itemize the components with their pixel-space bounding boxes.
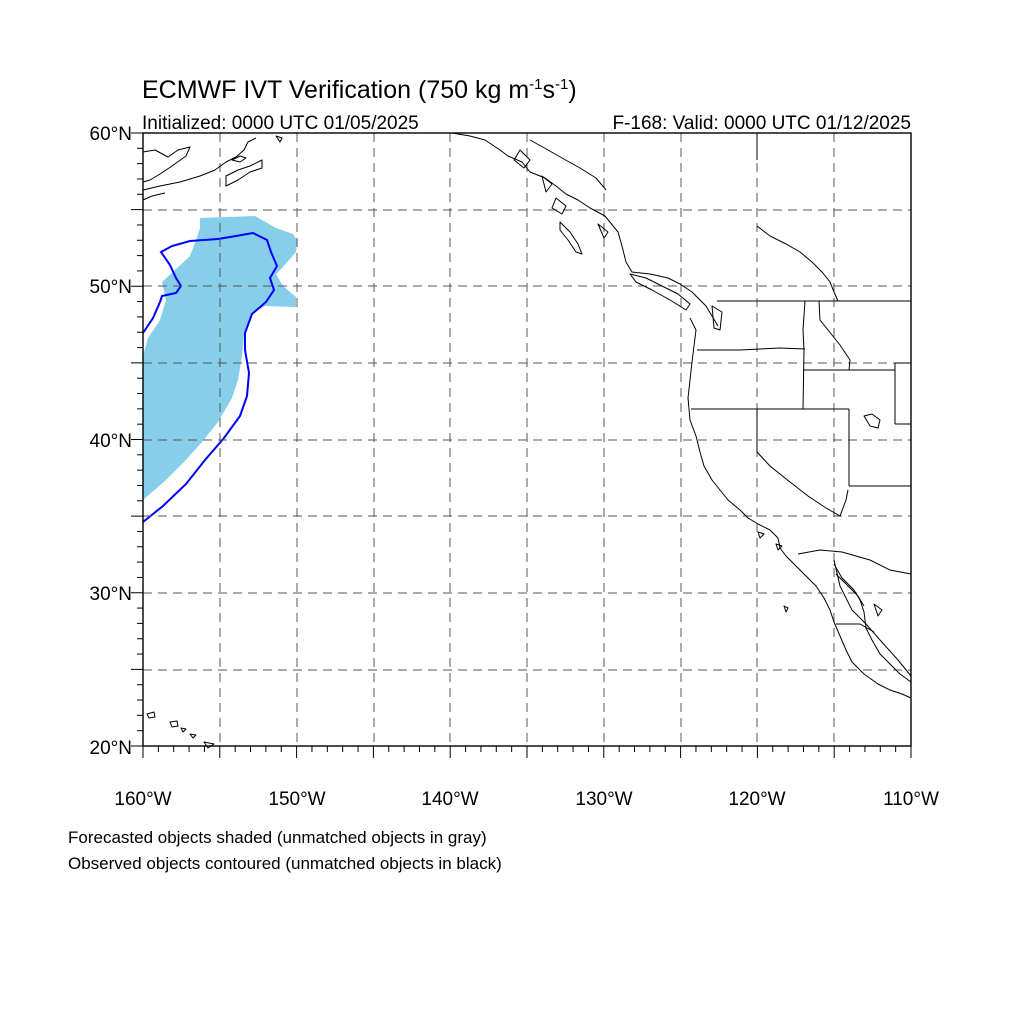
longitude-labels: 160°W 150°W 140°W 130°W 120°W 110°W <box>114 789 939 810</box>
title-suffix: ) <box>568 76 576 104</box>
lat-label-40: 40°N <box>90 431 132 452</box>
chart-title: ECMWF IVT Verification (750 kg m-1s-1) <box>142 76 577 104</box>
title-sup2: -1 <box>555 76 568 93</box>
lon-label-150w: 150°W <box>268 789 325 810</box>
lat-label-30: 30°N <box>90 584 132 605</box>
lon-label-140w: 140°W <box>421 789 478 810</box>
axis-ticks <box>131 132 912 758</box>
map-frame <box>142 132 912 747</box>
west-coastline <box>687 317 912 699</box>
hawaii-islands <box>146 711 215 749</box>
gridlines <box>143 133 911 746</box>
map-area <box>131 132 912 758</box>
initialized-label: Initialized: 0000 UTC 01/05/2025 <box>142 113 419 134</box>
legend-observed-note: Observed objects contoured (unmatched ob… <box>68 854 502 873</box>
lat-label-50: 50°N <box>90 277 132 298</box>
lon-label-130w: 130°W <box>575 789 632 810</box>
northwest-coastline <box>451 132 723 331</box>
title-prefix: ECMWF IVT Verification (750 kg m <box>142 76 529 104</box>
valid-label: F-168: Valid: 0000 UTC 01/12/2025 <box>612 113 911 134</box>
latitude-labels: 60°N 50°N 40°N 30°N 20°N <box>90 124 132 759</box>
lon-label-160w: 160°W <box>114 789 171 810</box>
title-sup1: -1 <box>529 76 542 93</box>
legend-forecast-note: Forecasted objects shaded (unmatched obj… <box>68 828 487 847</box>
lat-label-20: 20°N <box>90 738 132 759</box>
lon-label-110w: 110°W <box>883 789 939 810</box>
title-mid: s <box>543 76 556 104</box>
lon-label-120w: 120°W <box>728 789 785 810</box>
alaska-coastline <box>142 135 283 201</box>
political-borders <box>691 133 912 677</box>
lat-label-60: 60°N <box>90 124 132 145</box>
